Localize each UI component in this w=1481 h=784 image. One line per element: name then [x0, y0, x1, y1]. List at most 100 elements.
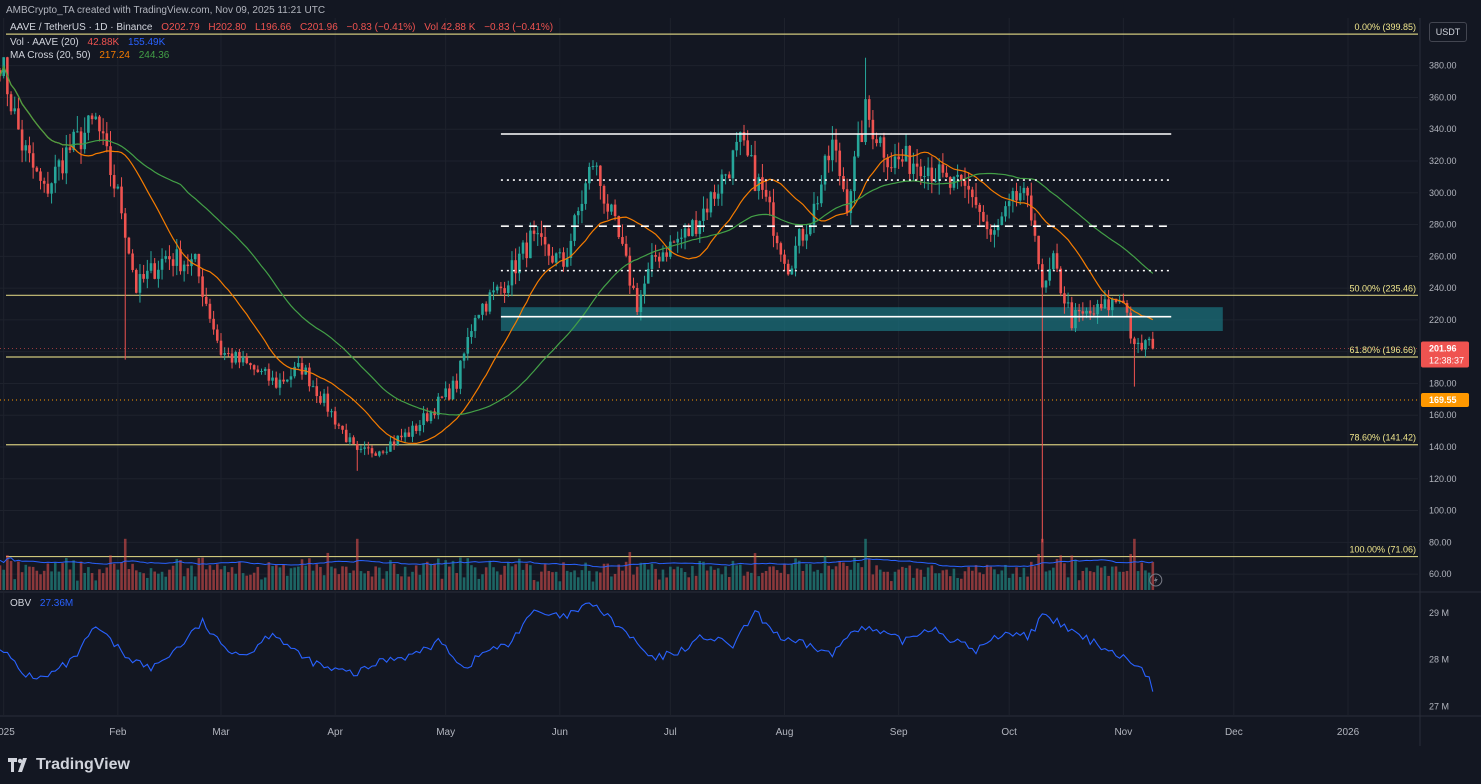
volume-bar: [646, 569, 650, 590]
volume-bar: [112, 563, 116, 590]
candle-body: [363, 447, 366, 449]
volume-bar: [683, 572, 687, 590]
candle-body: [739, 132, 742, 142]
volume-ma-line: [0, 557, 1153, 568]
volume-bar: [1085, 567, 1088, 590]
volume-bar: [963, 571, 967, 590]
candle-body: [385, 451, 389, 453]
tradingview-logo[interactable]: TradingView: [8, 752, 130, 778]
volume-bar: [621, 570, 624, 590]
candle-body: [827, 155, 830, 161]
candle-body: [514, 260, 517, 274]
candle-body: [1041, 264, 1044, 288]
volume-bar: [1129, 553, 1133, 590]
candle-body: [495, 286, 499, 291]
volume-bar: [2, 569, 5, 590]
volume-bar: [779, 572, 783, 590]
volume-bar: [98, 569, 101, 590]
ma-cross-legend[interactable]: MA Cross (20, 50) 217.24 244.36: [10, 50, 175, 61]
volume-bar: [956, 577, 959, 590]
volume-bar: [878, 569, 882, 590]
candle-body: [1048, 269, 1051, 281]
symbol-name[interactable]: AAVE / TetherUS · 1D · Binance: [10, 22, 153, 33]
volume-bar: [960, 578, 963, 590]
volume-bar: [801, 571, 805, 590]
obv-tick-label: 29 M: [1429, 608, 1449, 618]
volume-bar: [223, 565, 226, 590]
candle-body: [315, 386, 319, 397]
candle-body: [606, 203, 610, 212]
candle-body: [764, 189, 768, 197]
candle-body: [529, 230, 532, 259]
candle-body: [989, 229, 993, 235]
candle-body: [790, 268, 794, 275]
time-tick-label: Nov: [1114, 727, 1132, 738]
candle-body: [1133, 338, 1136, 345]
volume-bar: [142, 573, 145, 590]
candle-body: [908, 145, 912, 174]
candle-body: [411, 425, 414, 437]
obv-legend[interactable]: OBV 27.36M: [10, 598, 79, 609]
volume-bar: [1000, 570, 1004, 590]
candle-body: [274, 377, 278, 388]
candle-body: [68, 147, 72, 151]
candle-body: [381, 451, 385, 453]
candle-body: [1144, 340, 1147, 350]
lightning-icon: [1153, 576, 1158, 584]
candle-body: [289, 376, 293, 380]
volume-bar: [65, 557, 68, 590]
price-tick-label: 80.00: [1429, 537, 1452, 547]
candle-body: [650, 255, 654, 269]
candle-body: [50, 183, 53, 194]
candle-body: [1099, 303, 1103, 309]
candle-body: [967, 185, 970, 190]
volume-bar: [937, 573, 941, 590]
volume-bar: [613, 573, 617, 590]
volume-bar: [238, 561, 241, 590]
fib-level-label: 0.00% (399.85): [1354, 22, 1416, 32]
volume-bar: [319, 567, 322, 590]
candle-body: [227, 353, 230, 355]
candle-body: [669, 241, 672, 257]
volume-bar: [42, 570, 46, 590]
volume-bar: [985, 564, 989, 590]
candle-body: [149, 263, 153, 271]
candle-body: [683, 228, 687, 238]
volume-bar: [617, 564, 621, 590]
volume-bar: [116, 569, 120, 590]
candle-body: [1114, 298, 1118, 303]
volume-bar: [996, 574, 1000, 590]
candle-body: [31, 153, 35, 168]
volume-bar: [599, 572, 602, 590]
candle-body: [109, 146, 112, 176]
currency-button[interactable]: USDT: [1429, 22, 1467, 42]
volume-bar: [20, 572, 24, 590]
candle-body: [1151, 338, 1155, 349]
candle-body: [518, 253, 521, 274]
volume-legend[interactable]: Vol · AAVE (20) 42.88K 155.49K: [10, 37, 171, 48]
grid-lines: [0, 18, 1418, 716]
volume-bar: [731, 560, 735, 590]
volume-bar: [831, 569, 834, 590]
volume-bar: [1033, 566, 1037, 590]
volume-bar: [149, 568, 153, 590]
volume-bars: [0, 538, 1155, 590]
vol-value: Vol 42.88 K: [424, 22, 476, 33]
candle-body: [823, 155, 827, 185]
candle-body: [370, 448, 374, 454]
candle-body: [79, 131, 83, 150]
candle-body: [1107, 299, 1110, 311]
vol-change-value: −0.83 (−0.41%): [484, 22, 554, 33]
volume-bar: [197, 558, 201, 590]
candle-body: [510, 260, 514, 286]
volume-bar: [540, 571, 543, 590]
volume-bar: [488, 560, 492, 590]
low-value: L196.66: [255, 22, 292, 33]
volume-bar: [300, 559, 304, 590]
candle-body: [61, 160, 64, 174]
candle-body: [142, 274, 145, 279]
price-tick-label: 220.00: [1429, 315, 1457, 325]
candle-body: [680, 237, 683, 239]
volume-bar: [1111, 566, 1114, 590]
